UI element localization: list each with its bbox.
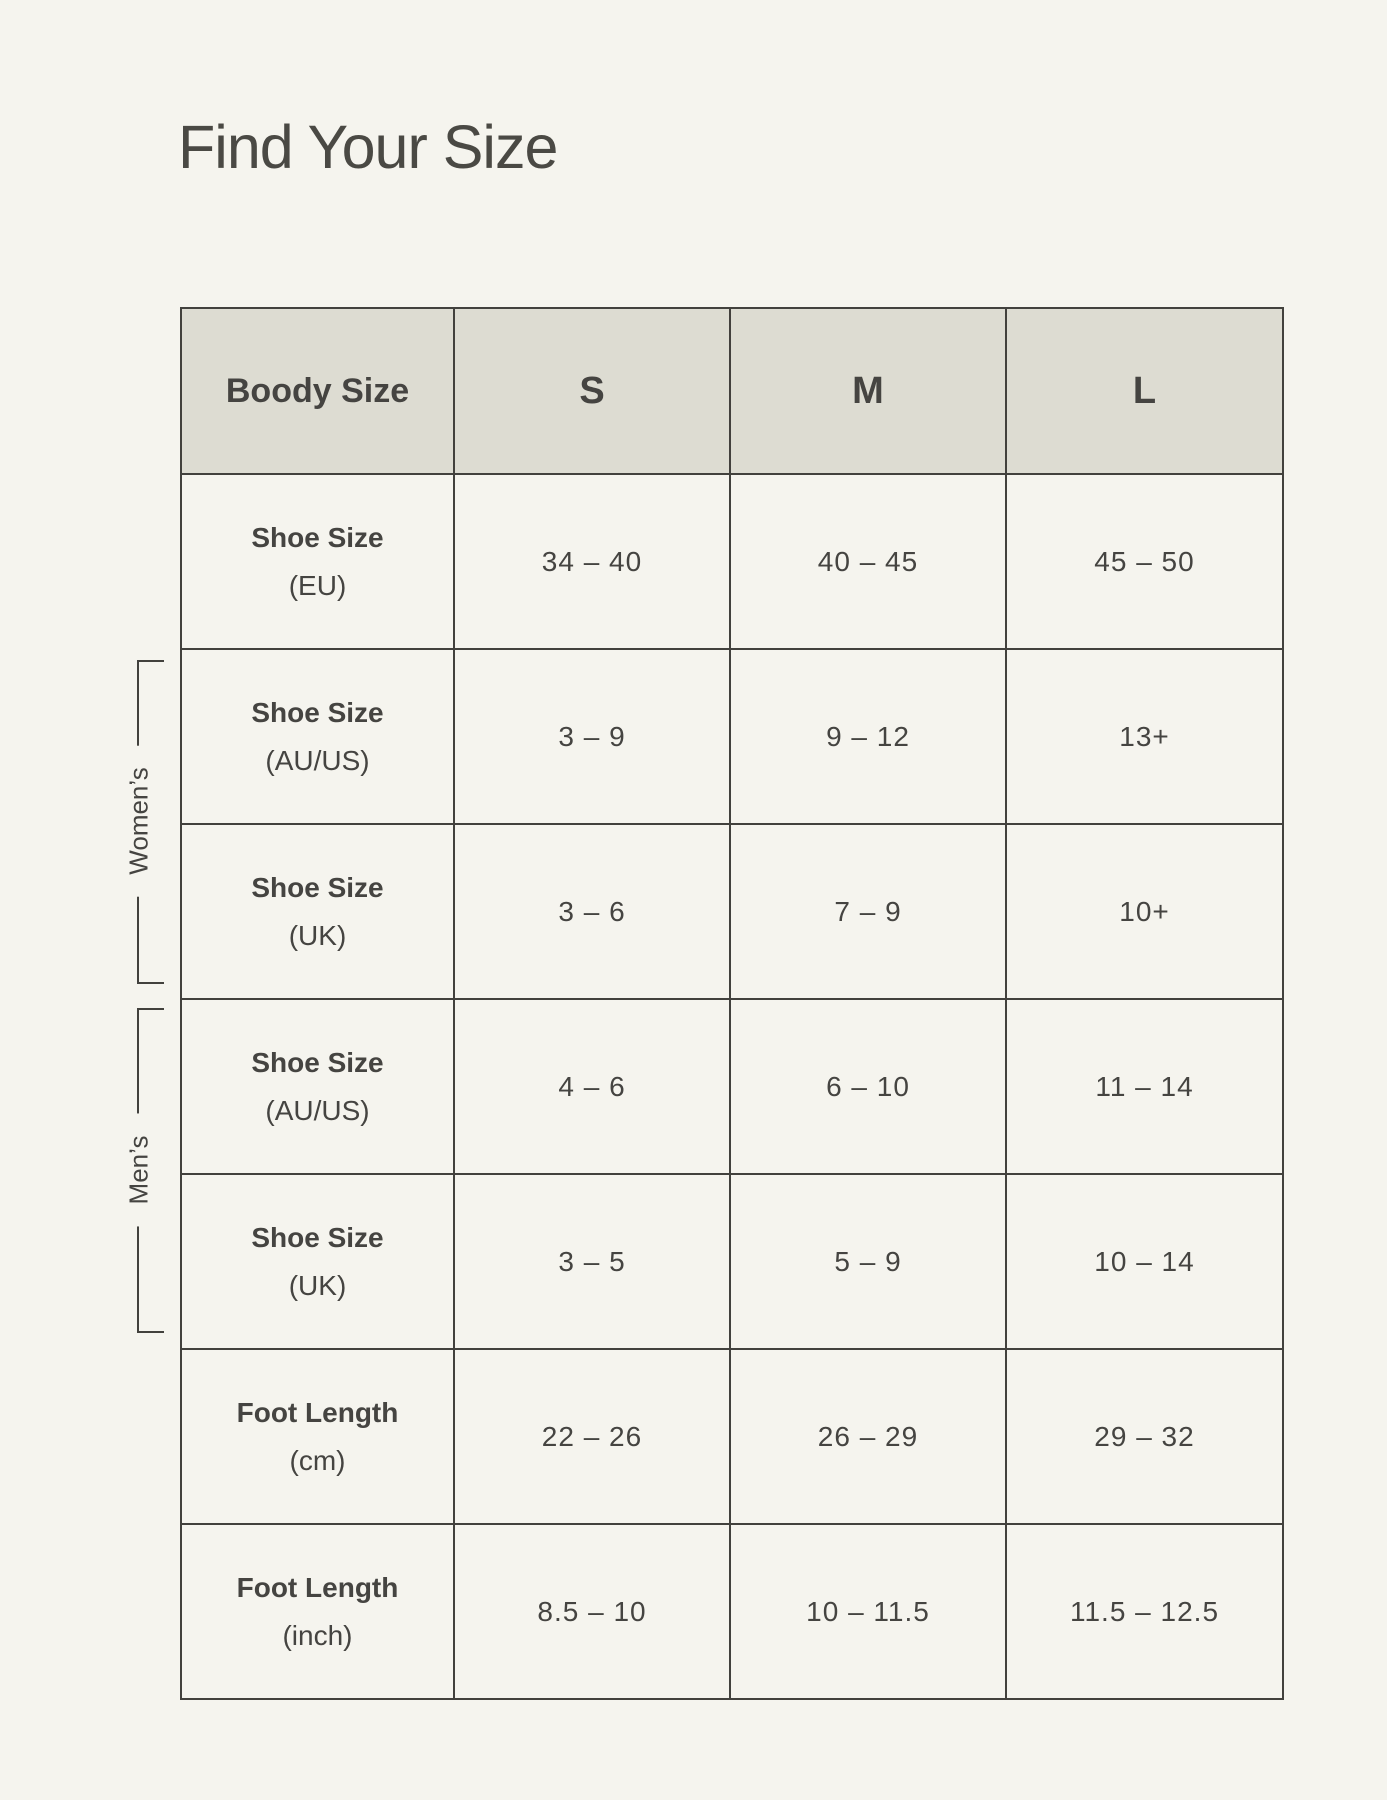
table-row-mens-shoe-size-auus: Shoe Size (AU/US) 4 – 6 6 – 10 11 – 14	[180, 998, 1284, 1175]
size-chart-table: Boody Size S M L Shoe Size (EU) 34 – 40 …	[180, 307, 1284, 1700]
table-row-mens-shoe-size-uk: Shoe Size (UK) 3 – 5 5 – 9 10 – 14	[180, 1173, 1284, 1350]
cell-value-m: 40 – 45	[729, 473, 1007, 650]
table-row-womens-shoe-size-uk: Shoe Size (UK) 3 – 6 7 – 9 10+	[180, 823, 1284, 1000]
row-label-unit: (inch)	[282, 1619, 353, 1651]
header-cell-boody-size: Boody Size	[180, 307, 455, 475]
womens-bracket-tick-bottom	[137, 982, 164, 984]
cell-value-m: 10 – 11.5	[729, 1523, 1007, 1700]
mens-bracket-tick-top	[137, 1008, 164, 1010]
cell-value-m: 7 – 9	[729, 823, 1007, 1000]
cell-value-s: 34 – 40	[453, 473, 731, 650]
row-label: Shoe Size (AU/US)	[180, 998, 455, 1175]
header-row: Boody Size S M L	[180, 307, 1284, 475]
row-label: Shoe Size (UK)	[180, 823, 455, 1000]
cell-value-m: 5 – 9	[729, 1173, 1007, 1350]
row-label-name: Shoe Size	[251, 521, 384, 553]
row-label-unit: (EU)	[288, 569, 347, 601]
cell-value-l: 13+	[1005, 648, 1284, 825]
cell-value-s: 8.5 – 10	[453, 1523, 731, 1700]
row-label-name: Shoe Size	[251, 1046, 384, 1078]
table-row-womens-shoe-size-auus: Shoe Size (AU/US) 3 – 9 9 – 12 13+	[180, 648, 1284, 825]
page-title: Find Your Size	[178, 113, 558, 181]
cell-value-l: 11.5 – 12.5	[1005, 1523, 1284, 1700]
table-row-shoe-size-eu: Shoe Size (EU) 34 – 40 40 – 45 45 – 50	[180, 473, 1284, 650]
header-cell-size-l: L	[1005, 307, 1284, 475]
womens-bracket-tick-top	[137, 660, 164, 662]
cell-value-m: 9 – 12	[729, 648, 1007, 825]
row-label-name: Shoe Size	[251, 696, 384, 728]
cell-value-s: 22 – 26	[453, 1348, 731, 1525]
cell-value-l: 29 – 32	[1005, 1348, 1284, 1525]
header-cell-size-m: M	[729, 307, 1007, 475]
row-label-unit: (UK)	[288, 919, 347, 951]
row-label-unit: (AU/US)	[265, 1094, 370, 1126]
row-label: Foot Length (inch)	[180, 1523, 455, 1700]
row-label-name: Shoe Size	[251, 1221, 384, 1253]
cell-value-m: 6 – 10	[729, 998, 1007, 1175]
cell-value-s: 3 – 9	[453, 648, 731, 825]
cell-value-l: 10 – 14	[1005, 1173, 1284, 1350]
header-cell-size-s: S	[453, 307, 731, 475]
mens-group-label: Men’s	[119, 1113, 159, 1227]
cell-value-s: 3 – 5	[453, 1173, 731, 1350]
table-row-foot-length-cm: Foot Length (cm) 22 – 26 26 – 29 29 – 32	[180, 1348, 1284, 1525]
row-label-name: Foot Length	[236, 1571, 399, 1603]
cell-value-l: 10+	[1005, 823, 1284, 1000]
row-label-unit: (UK)	[288, 1269, 347, 1301]
row-label: Foot Length (cm)	[180, 1348, 455, 1525]
mens-bracket-tick-bottom	[137, 1331, 164, 1333]
row-label-name: Foot Length	[236, 1396, 399, 1428]
cell-value-l: 45 – 50	[1005, 473, 1284, 650]
womens-group-label: Women’s	[119, 745, 159, 897]
row-label-name: Shoe Size	[251, 871, 384, 903]
row-label-unit: (cm)	[289, 1444, 346, 1476]
size-chart: Boody Size S M L Shoe Size (EU) 34 – 40 …	[180, 307, 1284, 1700]
row-label: Shoe Size (UK)	[180, 1173, 455, 1350]
row-label: Shoe Size (EU)	[180, 473, 455, 650]
row-label-unit: (AU/US)	[265, 744, 370, 776]
cell-value-s: 4 – 6	[453, 998, 731, 1175]
table-row-foot-length-inch: Foot Length (inch) 8.5 – 10 10 – 11.5 11…	[180, 1523, 1284, 1700]
row-label: Shoe Size (AU/US)	[180, 648, 455, 825]
cell-value-s: 3 – 6	[453, 823, 731, 1000]
cell-value-m: 26 – 29	[729, 1348, 1007, 1525]
cell-value-l: 11 – 14	[1005, 998, 1284, 1175]
